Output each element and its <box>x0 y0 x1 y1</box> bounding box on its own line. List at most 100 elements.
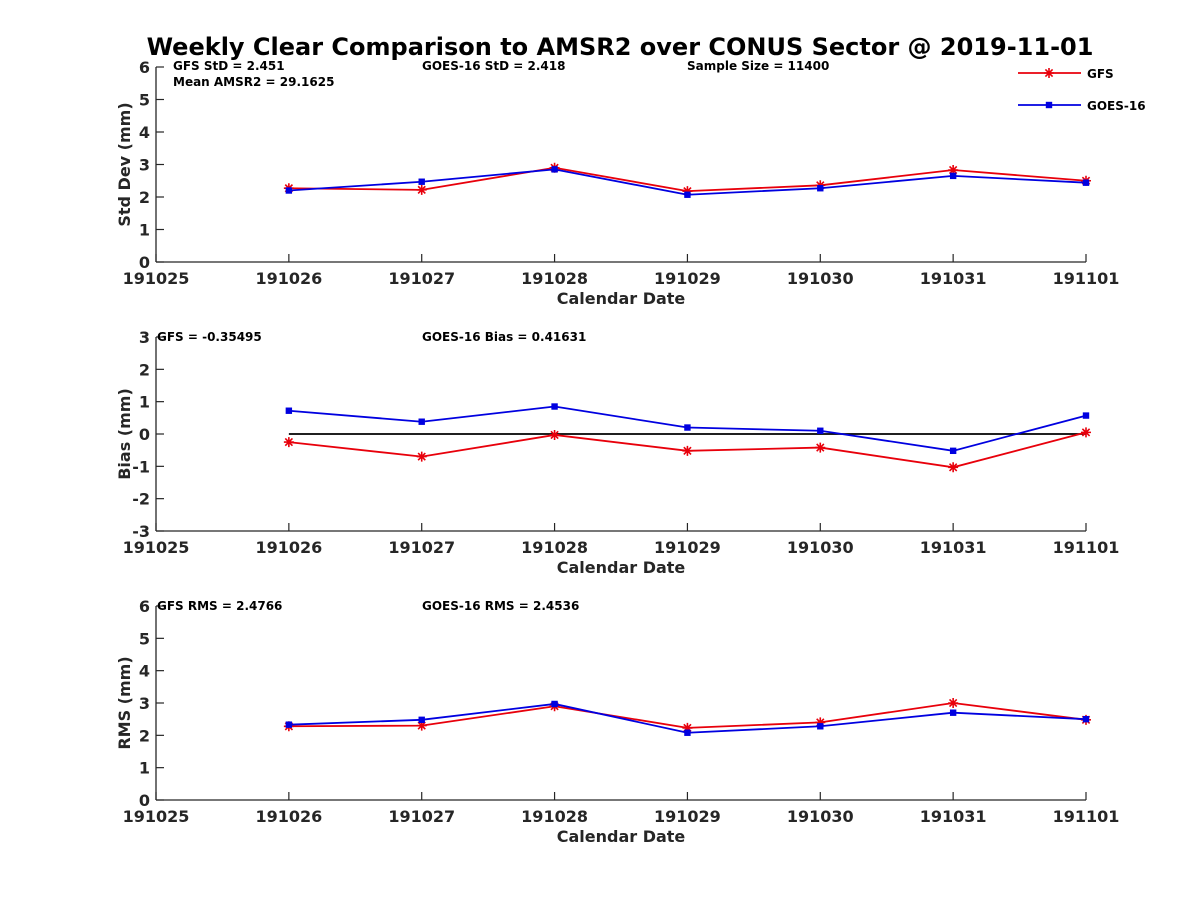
x-tick-label: 191029 <box>654 807 721 826</box>
chart-panel-2: -3 -2 -1 0 1 2 3 191025 191026 191027 191028 191029… <box>115 328 1119 577</box>
data-point <box>684 729 691 736</box>
chart-title: Weekly Clear Comparison to AMSR2 over CO… <box>147 33 1094 61</box>
x-tick-label: 191027 <box>388 807 455 826</box>
x-tick-label: 191026 <box>255 538 322 557</box>
data-point <box>285 721 293 728</box>
y-tick-label: 6 <box>139 597 150 616</box>
data-point <box>285 407 293 414</box>
data-point <box>1082 179 1090 186</box>
stat-annotation: Sample Size = 11400 <box>687 59 829 73</box>
data-point <box>949 172 957 180</box>
x-tick-label: 191101 <box>1053 807 1120 826</box>
data-point <box>684 191 691 198</box>
data-point <box>285 187 293 194</box>
chart-panel-1: 0 1 2 3 4 5 6 191025 191026 191027 191028 191029 191… <box>115 58 1119 308</box>
y-tick-label: 2 <box>139 188 150 207</box>
y-tick-label: 4 <box>139 123 150 142</box>
legend-marker <box>1045 101 1053 109</box>
data-point <box>551 403 558 410</box>
data-point <box>416 720 427 731</box>
y-tick-label: 3 <box>139 328 150 347</box>
legend-entry-goes-16: GOES-16 <box>1018 99 1146 113</box>
x-tick-label: 191028 <box>521 807 588 826</box>
x-tick-label: 191030 <box>787 538 854 557</box>
data-point <box>283 437 294 448</box>
y-tick-label: 3 <box>139 156 150 175</box>
x-tick-label: 191030 <box>787 807 854 826</box>
y-tick-label: -2 <box>132 490 150 509</box>
data-point <box>817 185 824 192</box>
stat-annotation: GFS = -0.35495 <box>157 330 262 344</box>
y-axis-label: RMS (mm) <box>115 656 134 749</box>
y-tick-label: 0 <box>139 791 150 810</box>
series-goes-16 <box>285 700 1090 736</box>
x-tick-label: 191028 <box>521 269 588 288</box>
data-point <box>551 700 558 708</box>
data-point <box>682 445 693 456</box>
chart-panels: 0 1 2 3 4 5 6 191025 191026 191027 191028 191029 191… <box>115 58 1119 846</box>
chart-legend: GFS GOES-16 <box>1018 67 1146 113</box>
series-gfs <box>283 427 1091 473</box>
series-goes-16 <box>285 403 1090 455</box>
stat-annotation: GOES-16 Bias = 0.41631 <box>422 330 586 344</box>
data-point <box>949 709 957 716</box>
x-tick-label: 191101 <box>1053 269 1120 288</box>
data-point <box>418 716 425 724</box>
y-tick-label: 6 <box>139 58 150 77</box>
x-tick-label: 191025 <box>123 807 190 826</box>
data-point <box>549 429 560 440</box>
y-tick-label: 1 <box>139 759 150 778</box>
stat-annotation: GFS StD = 2.451 <box>173 59 285 73</box>
x-tick-label: 191025 <box>123 538 190 557</box>
x-tick-label: 191029 <box>654 538 721 557</box>
data-point <box>948 698 959 708</box>
series-gfs <box>283 162 1091 197</box>
y-tick-label: -1 <box>132 457 150 476</box>
data-point <box>817 723 824 730</box>
x-tick-label: 191027 <box>388 538 455 557</box>
data-point <box>949 447 957 455</box>
stat-annotation: Mean AMSR2 = 29.1625 <box>173 75 334 89</box>
data-point <box>817 427 824 434</box>
legend-label: GFS <box>1087 67 1114 81</box>
y-tick-label: 5 <box>139 629 150 648</box>
x-axis-label: Calendar Date <box>557 558 686 577</box>
data-point <box>948 165 959 176</box>
stat-annotation: GFS RMS = 2.4766 <box>157 599 282 613</box>
data-point <box>948 462 959 473</box>
data-point <box>815 717 826 728</box>
stat-annotation: GOES-16 StD = 2.418 <box>422 59 565 73</box>
data-point <box>418 418 425 425</box>
data-point <box>416 184 427 195</box>
legend-label: GOES-16 <box>1087 99 1146 113</box>
x-tick-label: 191101 <box>1053 538 1120 557</box>
y-tick-label: 4 <box>139 662 150 681</box>
x-tick-label: 191025 <box>123 269 190 288</box>
x-tick-label: 191028 <box>521 538 588 557</box>
y-tick-label: 2 <box>139 726 150 745</box>
legend-marker <box>1044 68 1054 78</box>
data-point <box>551 166 558 173</box>
data-point <box>682 186 693 197</box>
x-tick-label: 191031 <box>920 269 987 288</box>
x-axis-label: Calendar Date <box>557 827 686 846</box>
y-tick-label: 0 <box>139 425 150 444</box>
stat-annotation: GOES-16 RMS = 2.4536 <box>422 599 579 613</box>
x-axis-label: Calendar Date <box>557 289 686 308</box>
x-tick-label: 191030 <box>787 269 854 288</box>
y-tick-label: 5 <box>139 91 150 110</box>
x-tick-label: 191031 <box>920 807 987 826</box>
x-tick-label: 191031 <box>920 538 987 557</box>
data-point <box>682 722 693 733</box>
data-point <box>1082 412 1090 419</box>
y-tick-label: 1 <box>139 221 150 240</box>
y-tick-label: 2 <box>139 360 150 379</box>
data-point <box>418 178 425 185</box>
legend-entry-gfs: GFS <box>1018 67 1114 81</box>
data-point <box>815 442 826 453</box>
y-tick-label: 0 <box>139 253 150 272</box>
data-point <box>416 451 427 462</box>
chart-panel-3: 0 1 2 3 4 5 6 191025 191026 191027 191028 191029 191… <box>115 597 1119 846</box>
x-tick-label: 191027 <box>388 269 455 288</box>
